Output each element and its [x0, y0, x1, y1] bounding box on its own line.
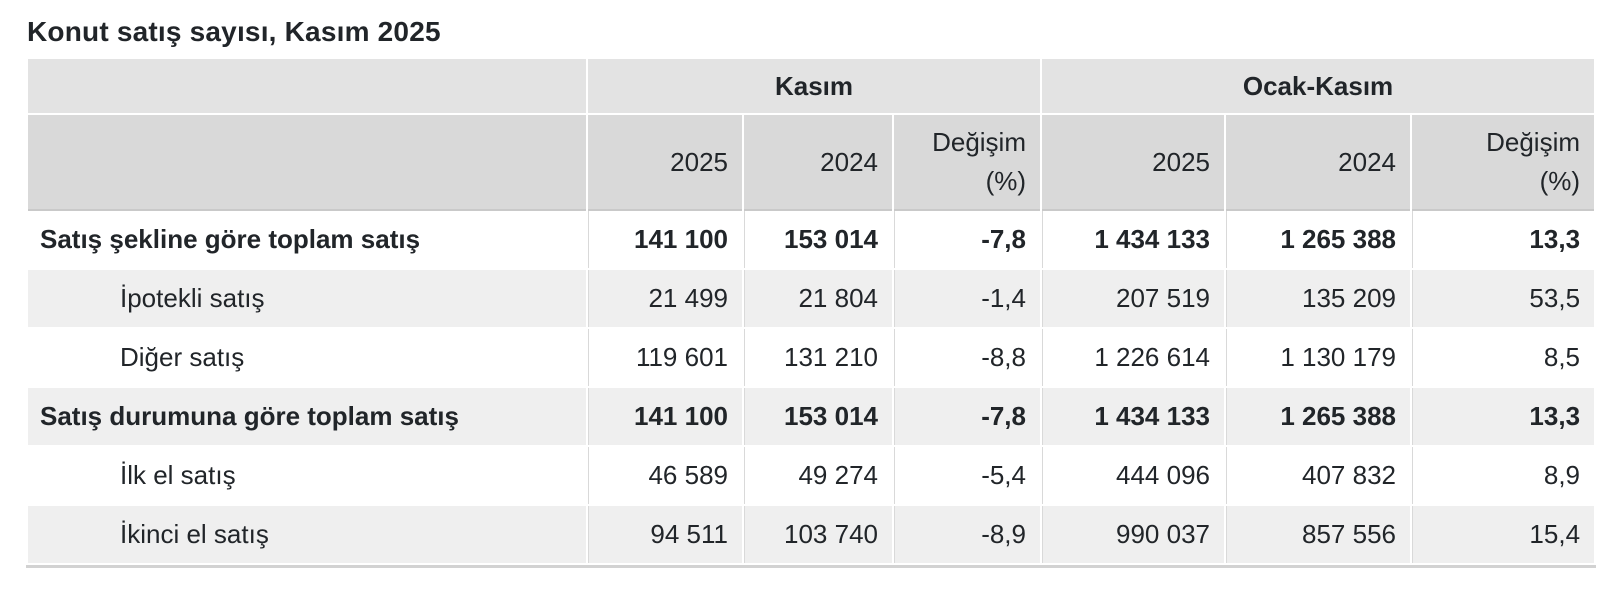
table-row-total-by-sale-state: Satış durumuna göre toplam satış 141 100…: [28, 388, 1595, 445]
corner-cell: [28, 59, 586, 113]
value-cell: 119 601: [588, 329, 742, 386]
value-cell: 1 130 179: [1226, 329, 1410, 386]
value-cell: -5,4: [894, 447, 1040, 504]
subheader-kasim-2024: 2024: [744, 115, 892, 209]
row-label: Satış şekline göre toplam satış: [28, 211, 586, 268]
value-cell: 153 014: [744, 388, 892, 445]
row-label: İlk el satış: [28, 447, 586, 504]
value-cell: -8,8: [894, 329, 1040, 386]
value-cell: 8,5: [1412, 329, 1595, 386]
value-cell: 21 804: [744, 270, 892, 327]
row-label: Diğer satış: [28, 329, 586, 386]
value-cell: 8,9: [1412, 447, 1595, 504]
value-cell: 49 274: [744, 447, 892, 504]
table-row-second-hand-sales: İkinci el satış 94 511 103 740 -8,9 990 …: [28, 506, 1595, 563]
column-group-row: Kasım Ocak-Kasım: [28, 59, 1595, 113]
value-cell: 53,5: [1412, 270, 1595, 327]
housing-sales-table: Kasım Ocak-Kasım 2025 2024 Değişim (%) 2…: [26, 57, 1597, 568]
sub-header-row: 2025 2024 Değişim (%) 2025 2024 Değişim …: [28, 115, 1595, 209]
value-cell: 141 100: [588, 388, 742, 445]
value-cell: 21 499: [588, 270, 742, 327]
value-cell: -1,4: [894, 270, 1040, 327]
value-cell: -7,8: [894, 211, 1040, 268]
value-cell: 13,3: [1412, 211, 1595, 268]
value-cell: -7,8: [894, 388, 1040, 445]
value-cell: 1 265 388: [1226, 211, 1410, 268]
value-cell: 141 100: [588, 211, 742, 268]
value-cell: 103 740: [744, 506, 892, 563]
subheader-kasim-2025: 2025: [588, 115, 742, 209]
value-cell: 1 265 388: [1226, 388, 1410, 445]
subheader-kasim-change: Değişim (%): [894, 115, 1040, 209]
column-group-ocak-kasim: Ocak-Kasım: [1042, 59, 1595, 113]
value-cell: 444 096: [1042, 447, 1224, 504]
row-label: İkinci el satış: [28, 506, 586, 563]
value-cell: 46 589: [588, 447, 742, 504]
table-row-mortgaged-sales: İpotekli satış 21 499 21 804 -1,4 207 51…: [28, 270, 1595, 327]
column-group-kasim: Kasım: [588, 59, 1040, 113]
row-label: İpotekli satış: [28, 270, 586, 327]
value-cell: -8,9: [894, 506, 1040, 563]
subheader-ocak-kasim-2024: 2024: [1226, 115, 1410, 209]
value-cell: 857 556: [1226, 506, 1410, 563]
page-title: Konut satış sayısı, Kasım 2025: [27, 16, 441, 47]
value-cell: 153 014: [744, 211, 892, 268]
subheader-ocak-kasim-2025: 2025: [1042, 115, 1224, 209]
row-label: Satış durumuna göre toplam satış: [28, 388, 586, 445]
value-cell: 135 209: [1226, 270, 1410, 327]
corner-cell-lower: [28, 115, 586, 209]
table-row-other-sales: Diğer satış 119 601 131 210 -8,8 1 226 6…: [28, 329, 1595, 386]
value-cell: 207 519: [1042, 270, 1224, 327]
value-cell: 131 210: [744, 329, 892, 386]
table-row-first-hand-sales: İlk el satış 46 589 49 274 -5,4 444 096 …: [28, 447, 1595, 504]
subheader-ocak-kasim-change: Değişim (%): [1412, 115, 1595, 209]
value-cell: 1 434 133: [1042, 211, 1224, 268]
value-cell: 94 511: [588, 506, 742, 563]
value-cell: 1 226 614: [1042, 329, 1224, 386]
value-cell: 407 832: [1226, 447, 1410, 504]
value-cell: 13,3: [1412, 388, 1595, 445]
value-cell: 990 037: [1042, 506, 1224, 563]
value-cell: 15,4: [1412, 506, 1595, 563]
table-row-total-by-sale-type: Satış şekline göre toplam satış 141 100 …: [28, 211, 1595, 268]
value-cell: 1 434 133: [1042, 388, 1224, 445]
